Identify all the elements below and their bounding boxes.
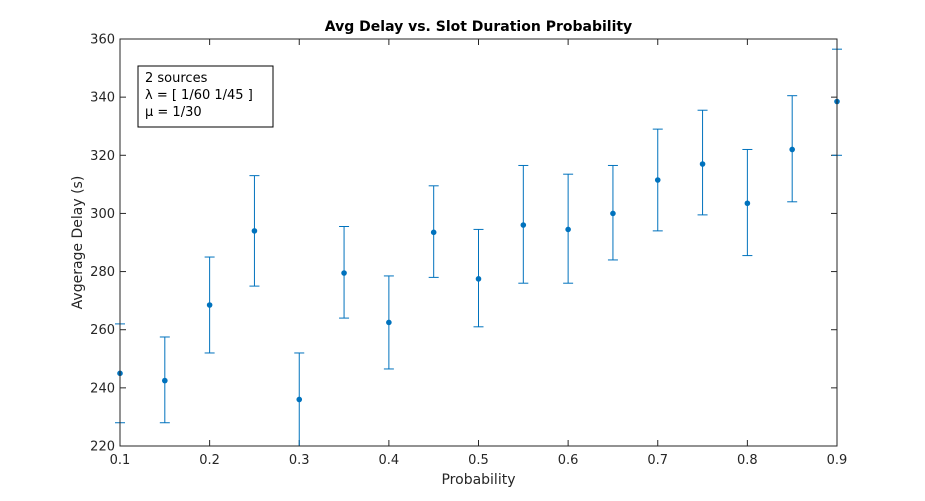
data-point [162, 377, 168, 384]
y-tick-label: 240 [90, 381, 115, 396]
x-tick-label: 0.6 [558, 453, 579, 468]
x-axis-label: Probability [441, 472, 515, 488]
x-tick-label: 0.2 [199, 453, 220, 468]
data-point [206, 302, 213, 308]
annotation-frame [137, 65, 274, 128]
x-tick-label: 0.5 [468, 453, 489, 468]
x-tick-label: 0.4 [379, 453, 400, 468]
y-tick-label: 220 [90, 440, 115, 455]
data-point [341, 270, 347, 276]
y-tick-label: 340 [90, 91, 115, 106]
data-point [251, 228, 258, 234]
data-point [430, 229, 437, 236]
data-point [789, 146, 795, 153]
data-point [475, 276, 482, 282]
data-point [744, 200, 751, 207]
annotation-line-2: λ = [ 1/60 1/45 ] [145, 88, 253, 103]
x-tick-label: 0.7 [647, 453, 668, 468]
y-tick-label: 280 [90, 265, 115, 280]
y-tick-label: 360 [90, 33, 115, 48]
x-tick-label: 0.3 [289, 453, 310, 468]
y-axis-label: Avgerage Delay (s) [70, 176, 86, 310]
y-tick-label: 260 [90, 323, 115, 338]
annotation-line-3: μ = 1/30 [145, 105, 202, 120]
x-tick-label: 0.1 [110, 453, 131, 468]
data-point [296, 396, 303, 403]
y-tick-label: 320 [90, 149, 115, 164]
x-tick-label: 0.9 [827, 453, 848, 468]
x-tick-label: 0.8 [737, 453, 758, 468]
data-point [520, 222, 527, 228]
data-point [699, 161, 706, 167]
data-point [610, 210, 616, 217]
data-point [386, 319, 392, 326]
chart-title: Avg Delay vs. Slot Duration Probability [325, 19, 632, 35]
axis-ticks: 0.1 0.2 0.3 0.4 0.5 0.6 0.7 0.8 0.9 220 240 260 280 3… [90, 33, 847, 469]
data-point [654, 177, 661, 183]
annotation-line-1: 2 sources [145, 71, 208, 86]
annotation-box: 2 sources λ = [ 1/60 1/45 ] μ = 1/30 [137, 65, 274, 128]
data-point [565, 226, 571, 233]
y-tick-label: 300 [90, 207, 115, 222]
plot-frame [119, 38, 838, 447]
